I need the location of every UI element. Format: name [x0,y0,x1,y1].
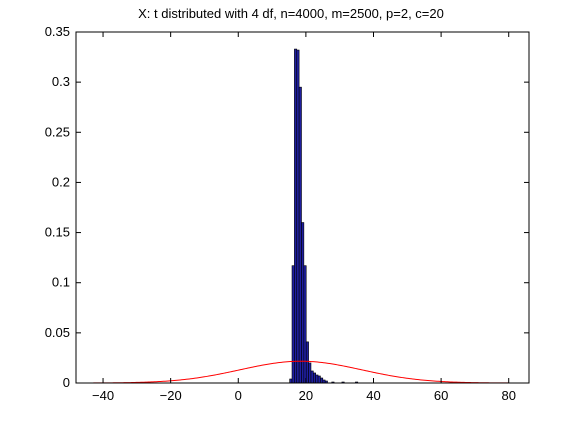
y-tick-label: 0.3 [52,74,70,89]
histogram-bar [308,362,312,384]
x-tick-label: 80 [501,388,515,403]
x-tick-label: −20 [160,388,182,403]
y-tick-label: 0.35 [45,24,70,39]
histogram-bar [310,370,314,384]
x-tick-label: −40 [92,388,114,403]
histogram-bar [301,222,305,384]
histogram-bar [291,265,295,384]
histogram-bar [289,378,293,384]
x-tick-label: 20 [299,388,313,403]
x-tick-label: 60 [434,388,448,403]
x-axis-ticks: −40 −20 0 20 40 60 80 [92,32,516,403]
density-curve [75,360,529,384]
histogram-bar [315,374,319,384]
x-tick-label: 40 [366,388,380,403]
y-tick-label: 0.05 [45,325,70,340]
histogram-bar [305,341,309,384]
y-axis-ticks: 0 0.05 0.1 0.15 0.2 0.25 0.3 0.35 [45,24,529,390]
axes-box [75,31,530,384]
chart-title: X: t distributed with 4 df, n=4000, m=25… [138,6,444,21]
x-tick-label: 0 [235,388,242,403]
histogram-bar [303,265,307,384]
y-tick-label: 0.1 [52,275,70,290]
histogram-bar [313,372,316,384]
histogram-bar [317,375,321,384]
y-tick-label: 0.25 [45,124,70,139]
histogram-bar [298,86,302,384]
histogram-bar [296,49,300,384]
y-tick-label: 0 [63,375,70,390]
y-tick-label: 0.2 [52,174,70,189]
y-tick-label: 0.15 [45,225,70,240]
curve-layer [75,360,529,384]
histogram-bar [294,48,298,384]
histogram-bar [320,377,324,384]
